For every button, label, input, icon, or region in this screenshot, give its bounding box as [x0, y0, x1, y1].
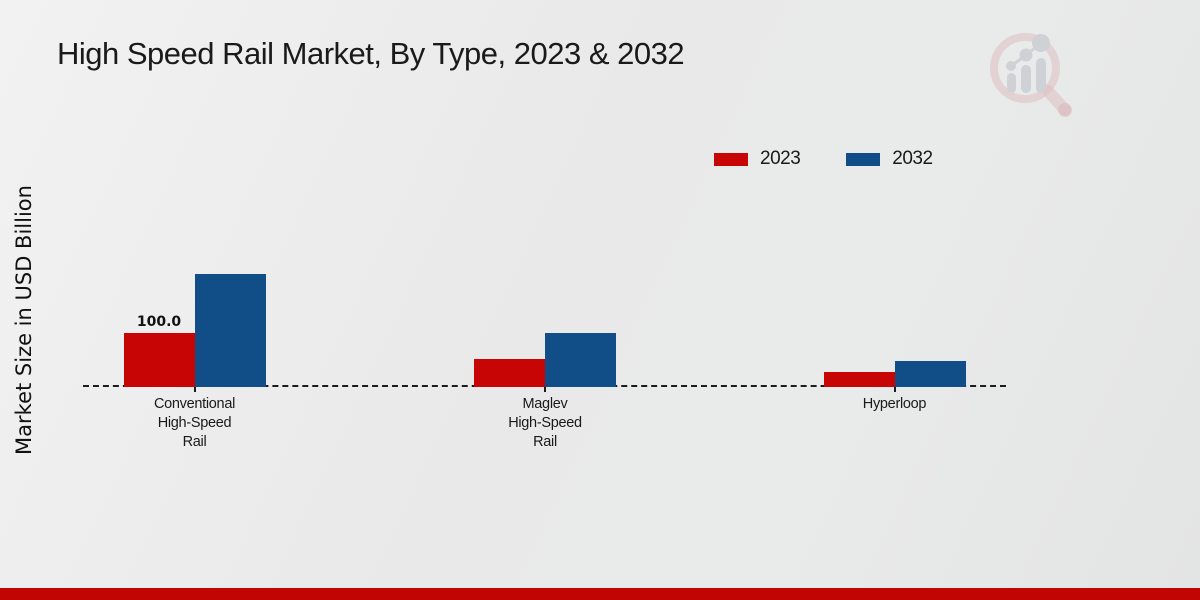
category-tick — [544, 387, 546, 392]
legend-swatch-2023 — [714, 152, 748, 166]
category-label: Maglev High-Speed Rail — [508, 396, 582, 450]
legend-swatch-2032 — [846, 152, 881, 166]
category-label: Hyperloop — [862, 396, 927, 412]
bar-2032-3 — [894, 360, 966, 387]
legend-label-2032: 2032 — [892, 148, 933, 169]
bar-value-label: 100.0 — [136, 314, 182, 331]
legend-item-2032: 2032 — [846, 148, 933, 170]
footer-accent-bar — [0, 588, 1200, 600]
bar-2032-2 — [545, 332, 616, 387]
legend-item-2023: 2023 — [714, 148, 801, 170]
category-tick — [893, 387, 896, 392]
chart-title: High Speed Rail Market, By Type, 2023 & … — [57, 36, 685, 71]
category-tick — [193, 387, 196, 392]
magnifier-bar-chart-logo-icon — [990, 33, 1072, 117]
bar-2023-1 — [123, 333, 195, 387]
category-label: Conventional High-Speed Rail — [153, 396, 236, 450]
legend: 2023 2032 — [714, 148, 933, 170]
legend-label-2023: 2023 — [760, 148, 801, 169]
bar-2023-3 — [823, 371, 895, 387]
bar-2032-1 — [194, 274, 266, 387]
bar-2023-2 — [474, 359, 545, 387]
